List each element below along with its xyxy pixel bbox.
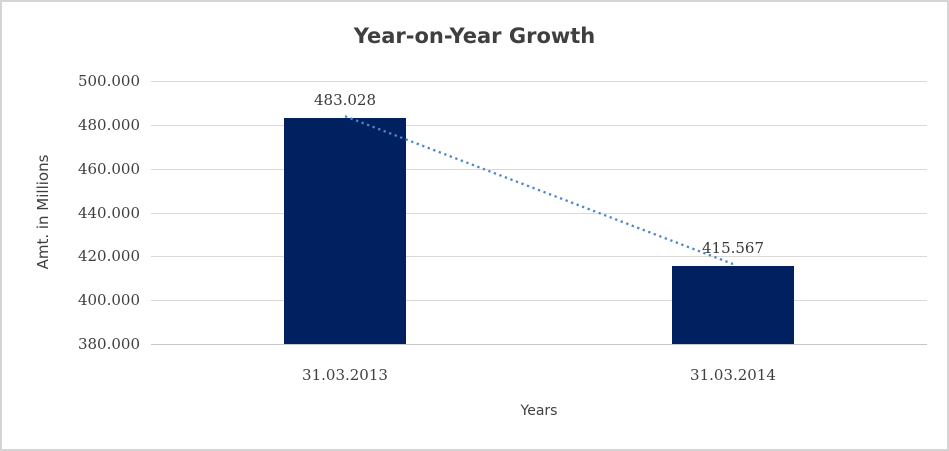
y-tick-label: 380.000 xyxy=(77,335,140,353)
gridline xyxy=(151,125,927,126)
gridline xyxy=(151,169,927,170)
gridline xyxy=(151,344,927,345)
y-tick-label: 480.000 xyxy=(77,116,140,134)
data-label: 483.028 xyxy=(313,91,377,109)
gridline xyxy=(151,213,927,214)
y-tick-label: 500.000 xyxy=(77,72,140,90)
bar-31.03.2014 xyxy=(672,266,794,344)
data-label: 415.567 xyxy=(701,239,765,257)
y-tick-label: 440.000 xyxy=(77,204,140,222)
gridline xyxy=(151,81,927,82)
gridline xyxy=(151,256,927,257)
gridline xyxy=(151,300,927,301)
y-tick-label: 420.000 xyxy=(77,247,140,265)
bar-31.03.2013 xyxy=(284,118,406,344)
x-category-label: 31.03.2013 xyxy=(302,366,388,384)
chart-title: Year-on-Year Growth xyxy=(353,24,596,48)
x-axis-title: Years xyxy=(520,403,558,419)
y-tick-label: 460.000 xyxy=(77,160,140,178)
x-category-label: 31.03.2014 xyxy=(690,366,776,384)
y-tick-label: 400.000 xyxy=(77,291,140,309)
